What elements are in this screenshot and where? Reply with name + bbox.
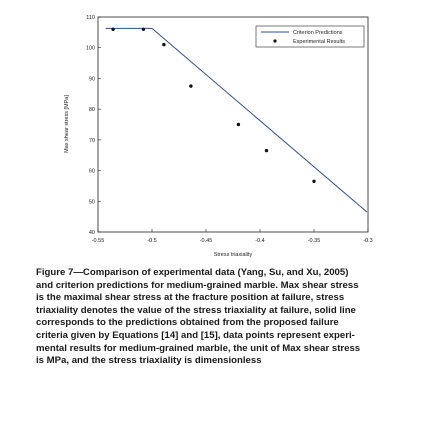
- legend: Criterion Predictions Experimental Resul…: [255, 25, 365, 48]
- caption-line: and criterion predictions for medium-gra…: [36, 279, 359, 291]
- caption-line: corresponds to the predictions obtained …: [36, 317, 339, 329]
- y-axis-label: Max shear stress [MPa]: [64, 95, 70, 153]
- y-tick-label: 50: [89, 199, 95, 205]
- figure-caption: Figure 7—Comparison of experimental data…: [36, 267, 432, 368]
- legend-marker-swatch: [273, 39, 277, 43]
- y-tick-label: 70: [89, 138, 95, 144]
- legend-entry-experimental: Experimental Results: [293, 39, 345, 45]
- legend-box: [255, 25, 365, 48]
- plot-frame: [97, 16, 369, 233]
- legend-entry-predictions: Criterion Predictions: [293, 30, 343, 36]
- caption-line: mental results for medium-grained marble…: [36, 342, 361, 354]
- experimental-point: [111, 27, 115, 31]
- x-tick-label: -0.4: [255, 238, 264, 244]
- caption-line: triaxiality denotes the value of the str…: [36, 304, 356, 316]
- experimental-point: [189, 84, 193, 88]
- caption-line: is the maximal shear stress at the fract…: [36, 292, 345, 304]
- y-tick-label: 90: [89, 76, 95, 82]
- chart-figure: -0.55 -0.5 -0.45 -0.4 -0.35 -0.3 40 50 60 70 80 90…: [64, 15, 373, 258]
- y-tick-label: 100: [86, 46, 95, 52]
- y-tick-label: 110: [86, 15, 95, 21]
- caption-line: Figure 7—Comparison of experimental data…: [36, 267, 349, 278]
- y-axis-ticks: 40 50 60 70 80 90 100 110: [86, 15, 101, 236]
- caption-line: is MPa, and the stress triaxiality is di…: [36, 355, 262, 367]
- y-tick-label: 40: [89, 230, 95, 236]
- experimental-point: [162, 42, 166, 47]
- x-tick-label: -0.3: [363, 238, 372, 244]
- experimental-point: [264, 148, 269, 153]
- x-tick-label: -0.35: [308, 238, 321, 244]
- experimental-point: [312, 179, 316, 183]
- x-tick-label: -0.5: [147, 238, 156, 244]
- chart-svg: -0.55 -0.5 -0.45 -0.4 -0.35 -0.3 40 50 60 70 80 90…: [64, 15, 373, 258]
- y-tick-label: 80: [89, 107, 95, 113]
- experimental-point: [141, 27, 146, 31]
- caption-line: criteria given by Equations [14] and [15…: [36, 329, 355, 341]
- series-layer: [105, 27, 368, 213]
- x-tick-label: -0.55: [92, 238, 105, 244]
- experimental-point: [236, 122, 241, 127]
- x-axis-label: Stress triaxiality: [214, 252, 253, 258]
- prediction-line: [105, 27, 368, 213]
- y-tick-label: 60: [89, 169, 95, 175]
- x-axis-ticks: -0.55 -0.5 -0.45 -0.4 -0.35 -0.3: [92, 229, 373, 244]
- x-tick-label: -0.45: [200, 238, 213, 244]
